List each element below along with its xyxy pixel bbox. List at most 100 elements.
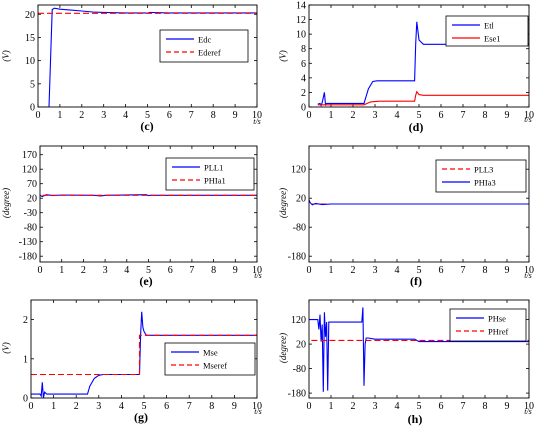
y-tick-label: -180 bbox=[288, 252, 306, 263]
y-tick-label: 6 bbox=[301, 59, 306, 70]
x-axis-label: t/s bbox=[524, 271, 532, 280]
x-tick-label: 7 bbox=[461, 110, 466, 121]
y-tick-label: 120 bbox=[291, 315, 306, 326]
axes-frame bbox=[308, 145, 530, 263]
x-tick-label: 10 bbox=[252, 110, 262, 121]
y-tick-label: 20 bbox=[296, 194, 306, 205]
x-tick-label: 7 bbox=[461, 401, 466, 412]
legend-box bbox=[165, 157, 255, 191]
x-tick-label: 3 bbox=[373, 401, 378, 412]
y-axis-label: (degree) bbox=[278, 188, 288, 218]
x-tick-label: 1 bbox=[51, 401, 56, 412]
x-tick-label: 2 bbox=[351, 401, 356, 412]
x-tick-label: 3 bbox=[373, 265, 378, 276]
x-tick-label: 4 bbox=[395, 265, 400, 276]
y-tick-label: -180 bbox=[288, 389, 306, 400]
legend-label: PLL3 bbox=[474, 165, 493, 175]
x-tick-label: 4 bbox=[124, 265, 129, 276]
x-tick-label: 2 bbox=[81, 265, 86, 276]
legend: PLL3 PHIa3 bbox=[435, 159, 527, 193]
y-tick-label: 1 bbox=[23, 354, 28, 365]
x-tick-label: 5 bbox=[142, 401, 147, 412]
x-tick-label: 0 bbox=[307, 401, 312, 412]
legend-box bbox=[164, 342, 256, 376]
x-tick-label: 0 bbox=[29, 401, 34, 412]
x-tick-label: 8 bbox=[209, 401, 214, 412]
x-tick-label: 3 bbox=[373, 110, 378, 121]
x-tick-label: 2 bbox=[74, 401, 79, 412]
x-tick-label: 5 bbox=[417, 265, 422, 276]
y-tick-label: 70 bbox=[27, 179, 37, 190]
axes-frame bbox=[308, 4, 530, 108]
y-axis-label: (V) bbox=[1, 50, 11, 62]
x-tick-label: 1 bbox=[329, 265, 334, 276]
legend: PHse PHref bbox=[449, 308, 527, 342]
series-line-phia3 bbox=[309, 198, 529, 206]
y-tick-label: 170 bbox=[22, 150, 37, 161]
y-tick-label: 10 bbox=[296, 30, 306, 41]
y-tick-label: 0 bbox=[301, 103, 306, 114]
x-tick-label: 1 bbox=[329, 110, 334, 121]
panel-caption: (h) bbox=[408, 412, 423, 426]
panel-caption: (e) bbox=[139, 274, 152, 288]
legend: PLL1 PHIa1 bbox=[165, 157, 255, 191]
x-tick-label: 0 bbox=[307, 265, 312, 276]
series-line-ese1 bbox=[317, 90, 529, 106]
x-tick-label: 9 bbox=[233, 110, 238, 121]
x-tick-label: 8 bbox=[483, 110, 488, 121]
legend-box bbox=[159, 29, 249, 63]
x-tick-label: 9 bbox=[505, 401, 510, 412]
x-tick-label: 6 bbox=[167, 110, 172, 121]
legend: Etl Ese1 bbox=[445, 15, 529, 47]
series-line-etl bbox=[317, 21, 529, 107]
x-tick-label: 5 bbox=[417, 110, 422, 121]
x-tick-label: 10 bbox=[252, 401, 262, 412]
y-tick-label: 20 bbox=[296, 340, 306, 351]
legend-label: Ederef bbox=[198, 48, 221, 58]
panel-caption: (d) bbox=[409, 120, 424, 134]
x-tick-label: 9 bbox=[233, 265, 238, 276]
y-tick-label: -80 bbox=[293, 364, 306, 375]
x-tick-label: 9 bbox=[232, 401, 237, 412]
legend-label: Ese1 bbox=[484, 34, 501, 44]
y-axis-label: (degree) bbox=[1, 188, 11, 218]
x-tick-label: 4 bbox=[395, 110, 400, 121]
x-tick-label: 9 bbox=[505, 265, 510, 276]
x-tick-label: 6 bbox=[168, 265, 173, 276]
legend-box bbox=[435, 159, 527, 193]
panel-caption: (c) bbox=[140, 119, 153, 133]
y-tick-label: -80 bbox=[24, 223, 37, 234]
x-tick-label: 3 bbox=[101, 110, 106, 121]
x-tick-label: 0 bbox=[307, 110, 312, 121]
y-tick-label: 0 bbox=[30, 103, 35, 114]
x-tick-label: 0 bbox=[36, 110, 41, 121]
y-axis-label: (V) bbox=[1, 342, 11, 354]
legend-label: Mseref bbox=[203, 361, 227, 371]
axes-frame bbox=[30, 299, 258, 399]
legend-label: PHIa3 bbox=[474, 178, 496, 188]
x-tick-label: 8 bbox=[483, 265, 488, 276]
axes-frame bbox=[308, 299, 530, 399]
panel-c: 0 5 10 15 20 0 1 2 3 4 5 6 7 8 9 10 Edc Ederef (V) t/s (c) bbox=[1, 4, 262, 133]
legend-label: PHIa1 bbox=[204, 176, 226, 186]
x-tick-label: 7 bbox=[189, 265, 194, 276]
x-axis-label: t/s bbox=[524, 115, 532, 124]
x-tick-label: 8 bbox=[483, 401, 488, 412]
x-tick-label: 10 bbox=[524, 265, 534, 276]
x-tick-label: 0 bbox=[38, 265, 43, 276]
x-axis-label: t/s bbox=[254, 271, 262, 280]
legend-box bbox=[449, 308, 527, 342]
y-axis-label: (V) bbox=[278, 50, 288, 62]
x-tick-label: 3 bbox=[103, 265, 108, 276]
legend-label: PHse bbox=[488, 314, 506, 324]
x-tick-label: 4 bbox=[119, 401, 124, 412]
y-tick-label: 0 bbox=[23, 394, 28, 405]
series-line-edc bbox=[38, 7, 257, 107]
x-tick-label: 2 bbox=[351, 110, 356, 121]
series-line-mseref bbox=[31, 334, 257, 376]
legend: Edc Ederef bbox=[159, 29, 249, 63]
x-tick-label: 5 bbox=[145, 110, 150, 121]
x-tick-label: 7 bbox=[187, 401, 192, 412]
